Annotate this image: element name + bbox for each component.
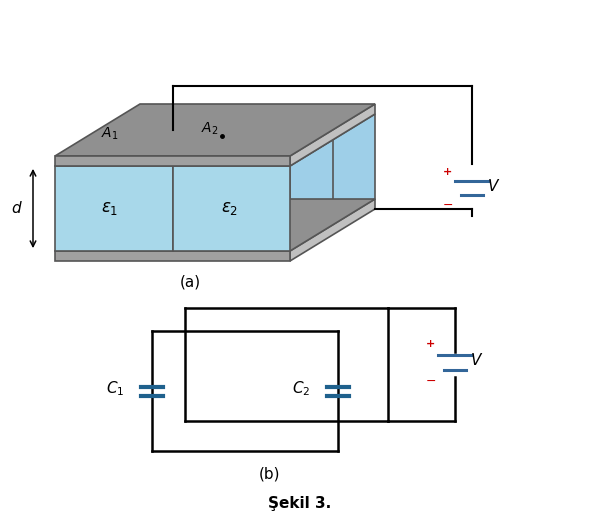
Polygon shape <box>55 199 375 251</box>
Text: $A_2$: $A_2$ <box>201 121 219 137</box>
Text: $C_2$: $C_2$ <box>292 380 310 398</box>
Polygon shape <box>55 251 290 261</box>
Text: (a): (a) <box>179 275 200 289</box>
Text: −: − <box>443 198 453 211</box>
Polygon shape <box>55 166 173 251</box>
Text: $C_1$: $C_1$ <box>106 380 124 398</box>
Polygon shape <box>290 104 375 166</box>
Polygon shape <box>173 166 290 251</box>
Polygon shape <box>55 104 375 156</box>
Text: Şekil 3.: Şekil 3. <box>268 497 332 511</box>
Text: $V$: $V$ <box>487 178 500 194</box>
Text: (b): (b) <box>259 467 281 481</box>
Text: $V$: $V$ <box>470 352 484 369</box>
Text: −: − <box>426 375 436 388</box>
Text: +: + <box>443 167 452 177</box>
Text: $A_1$: $A_1$ <box>101 126 119 142</box>
Text: $d$: $d$ <box>11 200 23 217</box>
Polygon shape <box>55 156 290 166</box>
Text: +: + <box>427 339 436 349</box>
Text: $\varepsilon_1$: $\varepsilon_1$ <box>101 199 119 217</box>
Polygon shape <box>173 140 332 166</box>
Polygon shape <box>290 199 375 261</box>
Text: $\varepsilon_2$: $\varepsilon_2$ <box>221 199 239 217</box>
Polygon shape <box>290 114 375 251</box>
Polygon shape <box>55 140 215 166</box>
